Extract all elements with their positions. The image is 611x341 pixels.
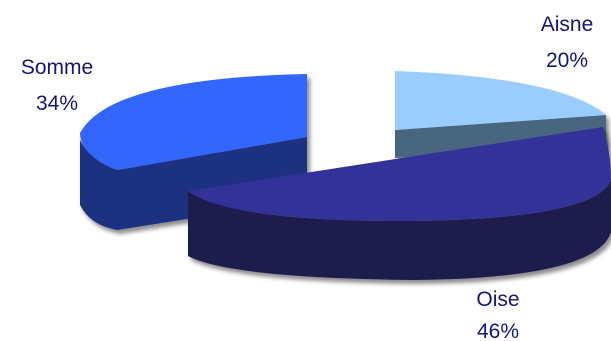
slice-somme-top	[80, 74, 307, 170]
slice-oise-top	[188, 127, 611, 222]
label-somme-percent: 34%	[36, 92, 78, 115]
slice-oise-side	[188, 180, 611, 280]
slice-aisne-top	[395, 71, 606, 130]
label-aisne-name: Aisne	[541, 13, 594, 36]
label-aisne-percent: 20%	[546, 49, 588, 72]
label-oise-percent: 46%	[477, 320, 519, 341]
label-oise-name: Oise	[476, 288, 519, 311]
label-somme-name: Somme	[21, 56, 93, 79]
slice-oise	[188, 127, 611, 280]
